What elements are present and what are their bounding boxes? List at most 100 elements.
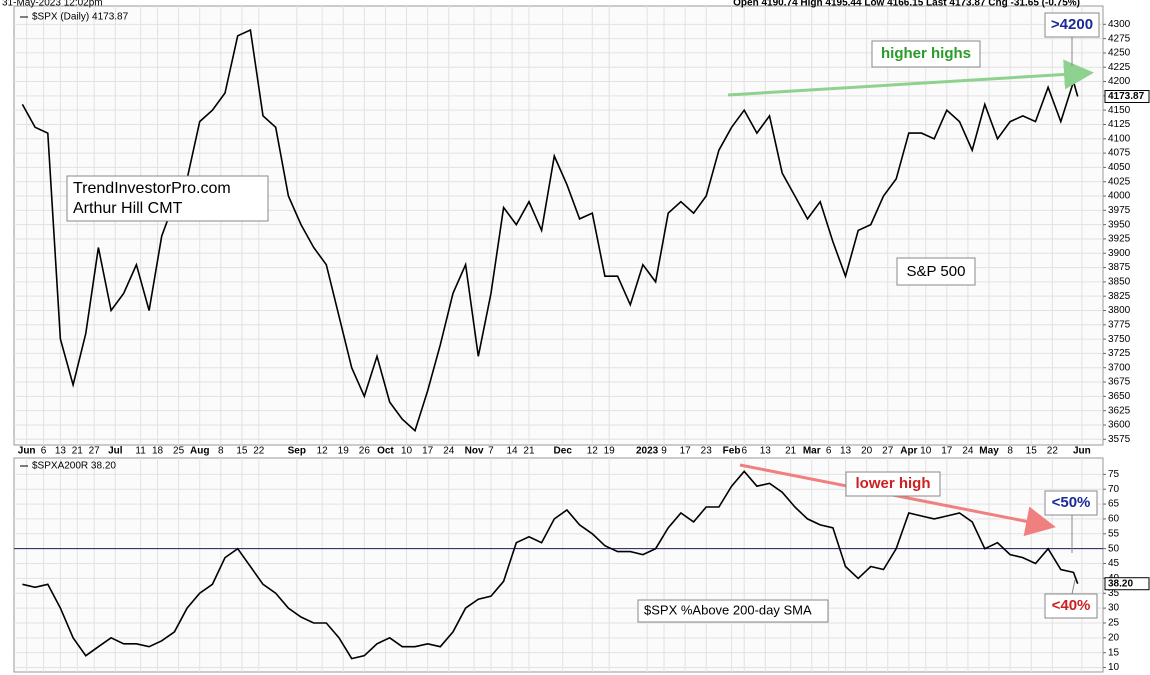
y-tick-label: 4050	[1108, 162, 1131, 173]
x-tick-label: 14	[507, 446, 519, 457]
annotation: <50%	[1052, 494, 1091, 511]
annotation-box	[871, 40, 981, 68]
y-tick-label: 60	[1108, 514, 1120, 525]
y-tick-label: 75	[1108, 469, 1120, 480]
y-tick-label: 3950	[1108, 219, 1131, 230]
x-tick-label: 25	[173, 446, 185, 457]
x-tick-label: 20	[861, 446, 873, 457]
y-tick-label: 3700	[1108, 362, 1131, 373]
y-tick-label: 3625	[1108, 405, 1131, 416]
x-tick-label: 11	[135, 446, 146, 457]
legend-label: $SPXA200R 38.20	[32, 461, 116, 472]
y-tick-label: 4275	[1108, 33, 1131, 44]
x-tick-label: 13	[55, 446, 67, 457]
x-tick-label: Jul	[108, 446, 123, 457]
last-value-label: 4173.87	[1108, 91, 1145, 102]
x-tick-label: 21	[72, 446, 84, 457]
x-tick-label: Oct	[377, 446, 394, 457]
header-quote: Open 4190.74 High 4195.44 Low 4166.15 La…	[733, 0, 1080, 9]
x-tick-label: 17	[941, 446, 953, 457]
x-tick-label: 10	[920, 446, 932, 457]
annotation-box	[896, 257, 976, 286]
x-tick-label: Apr	[900, 446, 917, 457]
annotation-box	[1044, 12, 1100, 38]
y-tick-label: 25	[1108, 618, 1120, 629]
x-tick-label: Sep	[288, 446, 306, 457]
y-tick-label: 3925	[1108, 234, 1131, 245]
annotation: lower high	[856, 475, 931, 492]
annotation: $SPX %Above 200-day SMA	[644, 602, 812, 617]
x-tick-label: 22	[1047, 446, 1059, 457]
trend-arrow	[727, 59, 1094, 97]
legend-label: $SPX (Daily) 4173.87	[32, 12, 129, 23]
x-tick-label: 22	[253, 446, 265, 457]
annotation: Arthur Hill CMT	[73, 200, 183, 217]
y-tick-label: 15	[1108, 647, 1120, 658]
y-tick-label: 3900	[1108, 248, 1131, 259]
y-tick-label: 3650	[1108, 391, 1131, 402]
x-tick-label: 9	[661, 446, 667, 457]
x-tick-label: 13	[760, 446, 772, 457]
x-tick-label: Aug	[190, 446, 209, 457]
x-tick-label: Feb	[723, 446, 741, 457]
y-tick-label: 4150	[1108, 105, 1131, 116]
x-tick-label: 18	[152, 446, 164, 457]
y-tick-label: 3750	[1108, 334, 1131, 345]
x-tick-label: 17	[680, 446, 692, 457]
x-tick-label: 10	[401, 446, 413, 457]
annotation: higher highs	[881, 45, 971, 62]
x-tick-label: Jun	[1073, 446, 1091, 457]
y-tick-label: 3875	[1108, 262, 1131, 273]
x-tick-label: Nov	[465, 446, 484, 457]
y-tick-label: 30	[1108, 603, 1120, 614]
y-tick-label: 3850	[1108, 277, 1131, 288]
y-tick-label: 3775	[1108, 319, 1131, 330]
x-tick-label: 6	[826, 446, 832, 457]
annotation-box	[66, 175, 269, 222]
x-tick-label: 15	[1026, 446, 1038, 457]
y-tick-label: 3825	[1108, 291, 1131, 302]
annotation-box	[845, 471, 941, 497]
y-tick-label: 4250	[1108, 48, 1131, 59]
x-tick-label: 6	[41, 446, 47, 457]
x-tick-label: 12	[587, 446, 599, 457]
y-tick-label: 3675	[1108, 377, 1131, 388]
x-tick-label: 13	[840, 446, 852, 457]
x-tick-label: May	[979, 446, 999, 457]
y-tick-label: 4075	[1108, 148, 1131, 159]
header-date: 31-May-2023 12:02pm	[2, 0, 103, 9]
x-tick-label: 21	[523, 446, 535, 457]
y-tick-label: 4100	[1108, 133, 1131, 144]
x-tick-label: 12	[317, 446, 329, 457]
x-tick-label: 19	[604, 446, 616, 457]
y-tick-label: 4025	[1108, 176, 1131, 187]
y-tick-label: 35	[1108, 588, 1120, 599]
x-tick-label: 26	[359, 446, 371, 457]
y-tick-label: 4200	[1108, 76, 1131, 87]
x-tick-label: 17	[422, 446, 434, 457]
y-tick-label: 4225	[1108, 62, 1131, 73]
y-tick-label: 10	[1108, 662, 1120, 673]
y-tick-label: 3600	[1108, 420, 1131, 431]
y-tick-label: 3725	[1108, 348, 1131, 359]
annotation: <40%	[1052, 597, 1091, 614]
y-tick-label: 4300	[1108, 19, 1131, 30]
y-tick-label: 50	[1108, 543, 1120, 554]
y-tick-label: 20	[1108, 632, 1120, 643]
annotation-box	[1044, 490, 1098, 516]
price-line	[21, 28, 1079, 433]
last-value-tag	[1104, 577, 1150, 591]
y-tick-label: 3800	[1108, 305, 1131, 316]
annotation-box	[1044, 593, 1098, 619]
x-tick-label: Jun	[18, 446, 36, 457]
price-panel	[13, 5, 1104, 446]
y-tick-label: 4125	[1108, 119, 1131, 130]
x-tick-label: 24	[443, 446, 455, 457]
annotation: >4200	[1051, 16, 1093, 33]
x-tick-label: Mar	[803, 446, 821, 457]
x-tick-label: 8	[1007, 446, 1013, 457]
annotation-box	[637, 599, 829, 623]
x-tick-label: 23	[701, 446, 713, 457]
x-tick-label: 15	[236, 446, 248, 457]
x-tick-label: 2023	[636, 446, 659, 457]
